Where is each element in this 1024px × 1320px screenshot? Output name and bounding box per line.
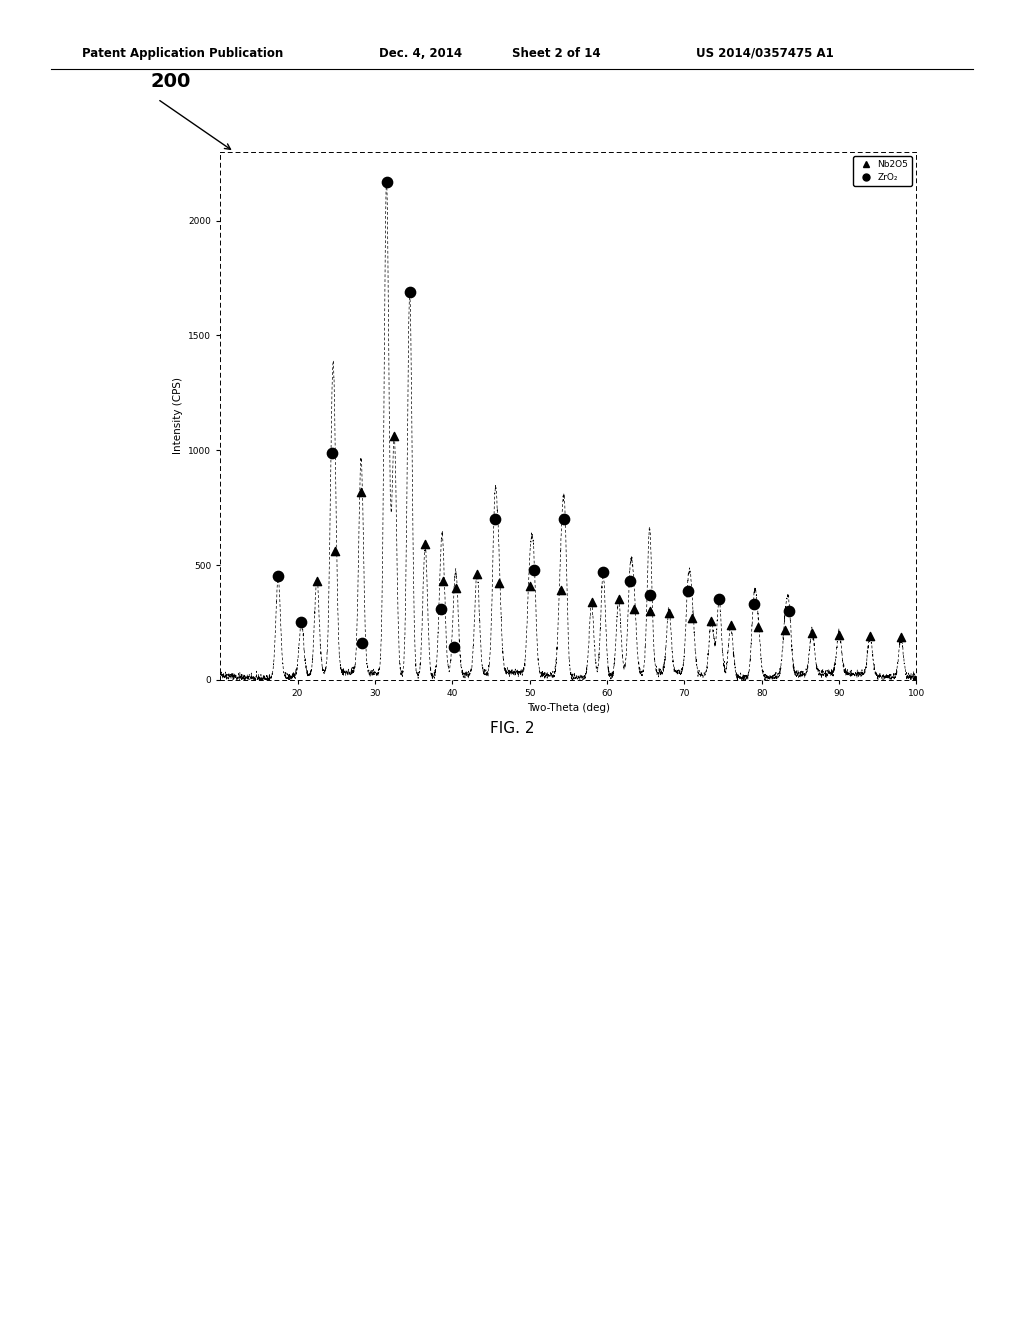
Point <box>804 622 820 643</box>
Point <box>556 508 572 529</box>
Point <box>660 603 677 624</box>
Point <box>622 570 638 591</box>
Point <box>386 426 402 447</box>
Text: 200: 200 <box>151 73 190 91</box>
Point <box>432 598 449 619</box>
Point <box>270 566 287 587</box>
Point <box>862 626 879 647</box>
Point <box>401 281 418 302</box>
Point <box>417 533 433 554</box>
Text: Sheet 2 of 14: Sheet 2 of 14 <box>512 46 601 59</box>
Point <box>353 632 370 653</box>
Point <box>780 601 797 622</box>
Point <box>521 576 538 597</box>
Text: FIG. 2: FIG. 2 <box>489 721 535 735</box>
Point <box>684 607 700 628</box>
Y-axis label: Intensity (CPS): Intensity (CPS) <box>173 378 182 454</box>
Point <box>711 589 727 610</box>
Point <box>584 591 600 612</box>
Point <box>893 627 909 648</box>
Point <box>435 570 452 591</box>
X-axis label: Two-Theta (deg): Two-Theta (deg) <box>526 704 610 713</box>
Point <box>750 616 766 638</box>
Point <box>680 581 696 602</box>
Point <box>525 560 542 581</box>
Point <box>641 601 657 622</box>
Point <box>447 577 464 598</box>
Point <box>745 594 762 615</box>
Point <box>595 561 611 582</box>
Point <box>293 612 309 634</box>
Point <box>327 541 343 562</box>
Point <box>552 579 568 601</box>
Point <box>626 598 642 619</box>
Point <box>610 589 627 610</box>
Point <box>445 636 462 657</box>
Point <box>325 442 341 463</box>
Point <box>490 573 507 594</box>
Point <box>723 614 739 635</box>
Legend: Nb2O5, ZrO₂: Nb2O5, ZrO₂ <box>853 156 912 186</box>
Text: US 2014/0357475 A1: US 2014/0357475 A1 <box>696 46 835 59</box>
Point <box>469 564 485 585</box>
Point <box>378 172 394 193</box>
Point <box>777 620 794 642</box>
Point <box>641 585 657 606</box>
Point <box>353 480 370 502</box>
Text: Patent Application Publication: Patent Application Publication <box>82 46 284 59</box>
Point <box>486 508 503 529</box>
Text: Dec. 4, 2014: Dec. 4, 2014 <box>379 46 462 59</box>
Point <box>830 624 847 645</box>
Point <box>703 611 720 632</box>
Point <box>308 570 325 591</box>
